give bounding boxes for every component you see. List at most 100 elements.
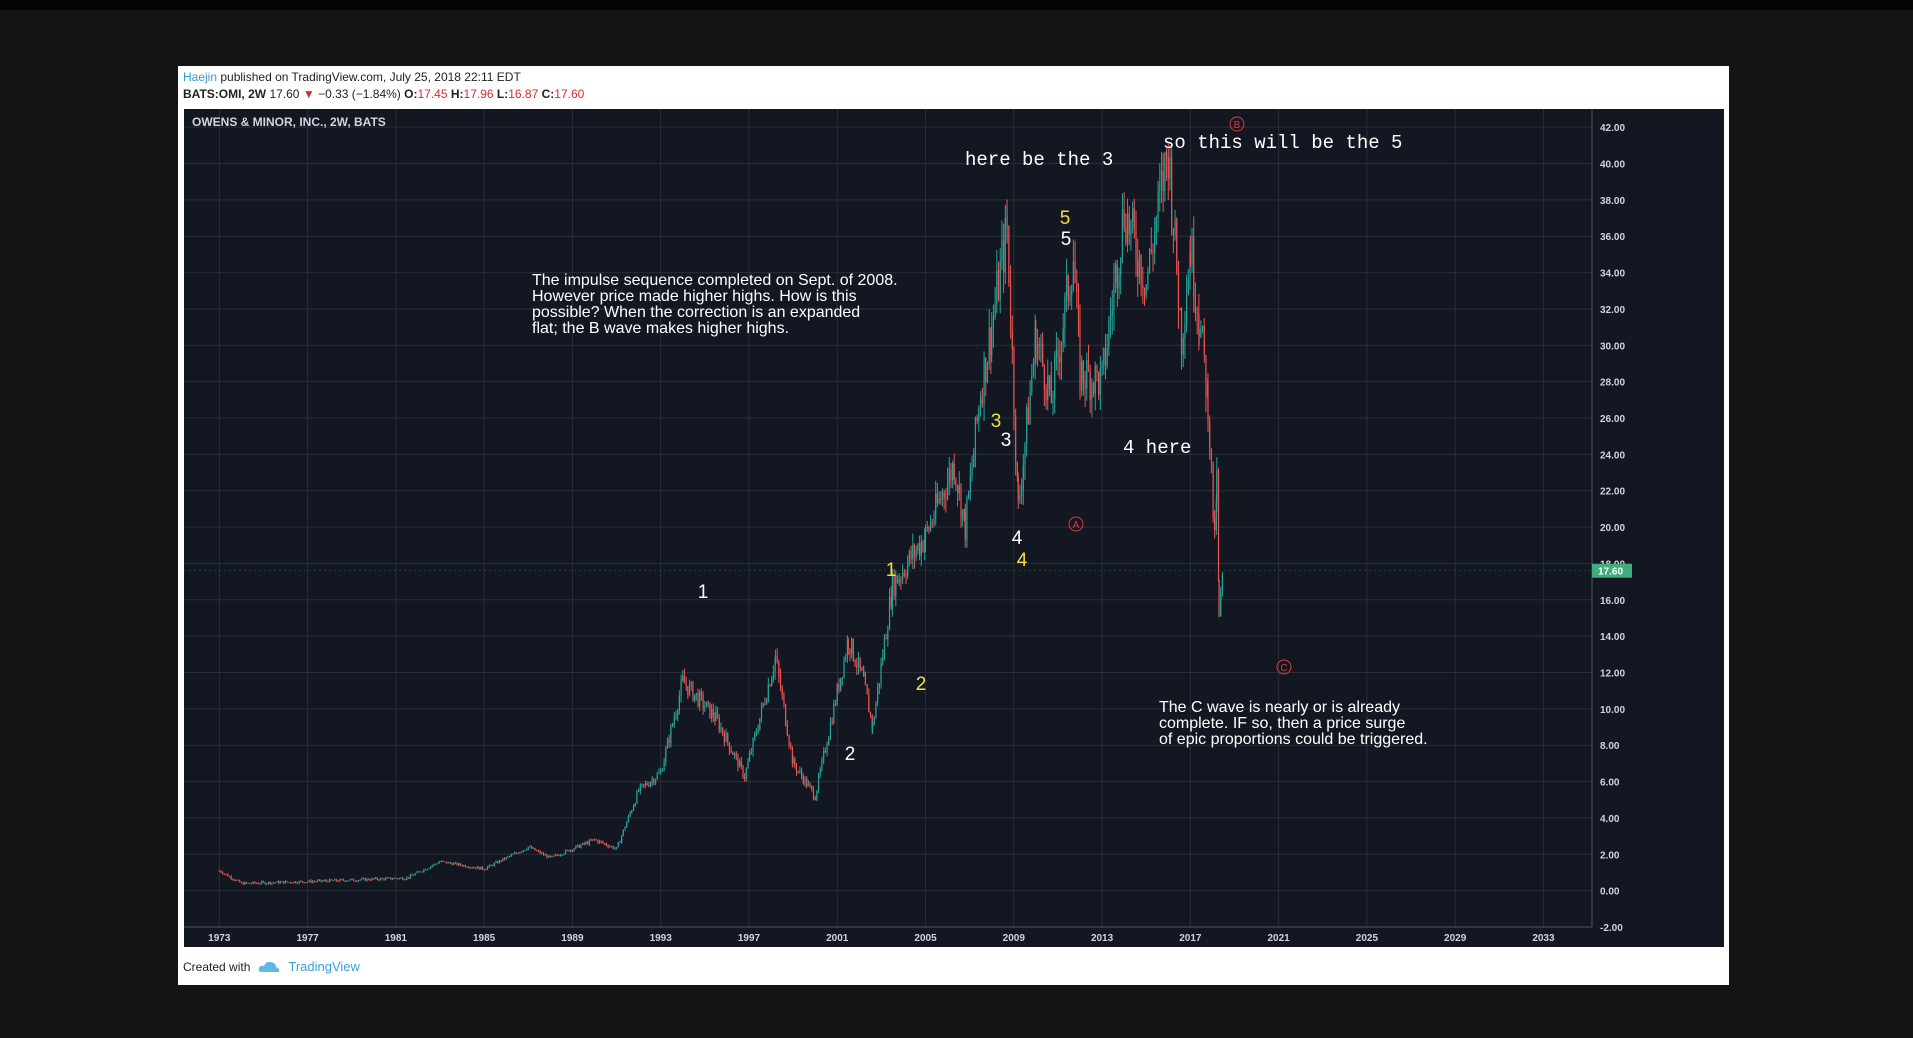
candle-body [525,849,528,851]
candle-body [1024,443,1026,466]
candle-body [807,783,809,786]
candle-body [228,876,231,878]
candle-body [969,475,971,493]
candle-body [1101,363,1103,368]
candle-body [1159,183,1161,191]
candle-body [492,864,494,866]
candle-body [622,829,624,836]
candle-body [1177,271,1180,309]
y-tick-label: 32.00 [1600,305,1625,316]
y-tick-label: 0.00 [1600,887,1620,898]
candle-body [873,717,875,725]
candle-body [697,693,699,707]
candle-body [1108,320,1110,348]
candle-body [826,745,828,753]
candle-body [256,883,258,885]
candle-body [868,694,870,713]
candle-body [735,753,737,756]
candle-body [974,417,977,455]
candle-body [276,881,278,883]
candle-body [1022,465,1024,490]
last-price: 17.60 [269,87,300,101]
candle-body [882,657,884,663]
candle-body [1109,315,1112,321]
candle-body [1214,518,1216,531]
candle-body [1142,285,1144,289]
candle-body [910,551,912,560]
candle-body [281,881,283,883]
candle-body [908,551,910,563]
candle-body [416,871,418,874]
candle-body [675,715,677,718]
candle-body [644,783,647,785]
y-tick-label: 16.00 [1600,596,1625,607]
candle-body [598,840,601,843]
candle-body [312,881,314,883]
author-link[interactable]: Haejin [183,70,218,84]
candle-body [922,541,924,552]
wave-yellow-4: 4 [1017,550,1028,571]
wave-yellow-5: 5 [1060,208,1071,229]
candle-body [537,850,540,852]
candle-body [1065,275,1068,296]
x-tick-label: 1973 [208,933,231,944]
candle-body [988,328,990,364]
candle-body [303,882,305,884]
candle-body [757,729,759,733]
candle-body [507,856,509,858]
candle-body [559,854,562,856]
candle-body [1103,348,1105,364]
candle-body [821,759,823,770]
candle-body [766,700,768,704]
candle-body [677,710,679,716]
candle-body [1157,190,1159,219]
candle-body [898,578,900,584]
candle-body [1218,579,1220,616]
x-tick-label: 2005 [914,933,937,944]
candle-body [1016,462,1018,478]
candle-body [1031,376,1033,391]
candle-body [1179,308,1181,311]
candle-body [600,840,602,842]
candle-body [581,842,584,846]
candle-body [1135,229,1137,261]
candle-body [712,708,714,718]
candle-body [854,660,856,666]
candle-body [300,881,302,883]
candle-body [907,562,909,577]
candle-body [834,703,837,705]
candle-body [880,662,882,684]
candle-body [1004,217,1006,273]
candle-body [286,881,288,883]
candle-body [864,672,867,685]
candle-body [363,878,365,880]
candle-body [771,678,773,687]
candle-body [469,867,472,869]
candle-body [1194,297,1197,313]
candle-body [1140,255,1142,286]
tradingview-link[interactable]: TradingView [288,959,360,974]
candle-body [900,578,902,580]
candle-body [531,846,533,849]
candle-body [695,693,697,695]
candle-body [1045,390,1047,400]
chart-plot[interactable]: 1973 1977 1981 1985 1989 1993 1997 2001 2005 2009… [184,109,1724,947]
price-chart-svg[interactable]: 1973 1977 1981 1985 1989 1993 1997 2001 2005 2009… [184,109,1724,947]
candle-body [722,727,724,734]
candle-body [747,761,749,769]
svg-text:A: A [1073,520,1080,531]
candle-body [409,874,411,879]
candle-body [983,357,985,404]
candle-body [786,725,788,736]
candle-body [769,684,771,687]
candle-body [1096,365,1098,373]
candle-body [918,543,921,556]
candle-body [991,328,993,355]
candle-body [305,882,307,884]
candle-body [671,724,674,726]
candle-body [407,877,410,879]
candle-body [740,760,742,766]
open-label: O: [404,87,418,101]
candle-body [318,879,321,881]
ohlc-line: BATS:OMI, 2W 17.60 ▼ −0.33 (−1.84%) O:17… [183,87,584,101]
